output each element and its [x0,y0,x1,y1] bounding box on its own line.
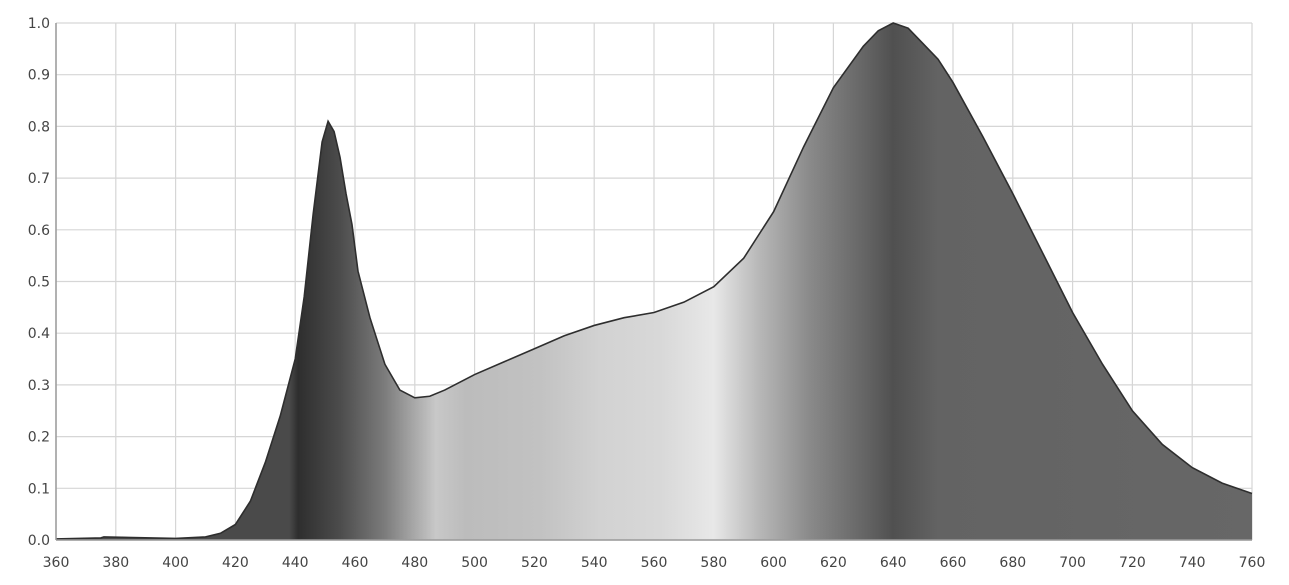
x-tick-label: 440 [282,555,309,571]
x-tick-label: 500 [461,555,488,571]
y-tick-label: 0.9 [28,68,50,84]
x-tick-label: 620 [820,555,847,571]
y-tick-label: 0.1 [28,481,50,497]
spectrum-area-layer [55,22,1253,540]
y-tick-label: 0.7 [28,171,50,187]
x-tick-label: 480 [401,555,428,571]
y-tick-label: 0.2 [28,430,50,446]
axes [55,23,1252,541]
x-tick-label: 460 [342,555,369,571]
x-tick-label: 380 [102,555,129,571]
x-tick-label: 580 [700,555,727,571]
x-tick-label: 560 [641,555,668,571]
y-tick-label: 0.0 [28,533,50,549]
y-tick-label: 0.4 [28,326,50,342]
x-tick-label: 760 [1239,555,1266,571]
x-axis-tick-labels: 360 380 400 420 440 460 480 500 520 540 560 580 600 6… [43,555,1266,571]
y-tick-label: 0.8 [28,119,50,135]
x-tick-label: 680 [999,555,1026,571]
x-tick-label: 540 [581,555,608,571]
x-tick-label: 740 [1179,555,1206,571]
y-tick-label: 0.3 [28,378,50,394]
x-tick-label: 600 [760,555,787,571]
x-tick-label: 660 [940,555,967,571]
x-tick-label: 400 [162,555,189,571]
x-tick-label: 720 [1119,555,1146,571]
x-tick-label: 420 [222,555,249,571]
y-tick-label: 0.6 [28,223,50,239]
x-tick-label: 360 [43,555,70,571]
x-tick-label: 640 [880,555,907,571]
spectrum-line [55,22,1253,540]
y-tick-label: 1.0 [28,16,50,32]
x-tick-label: 520 [521,555,548,571]
spectrum-area [56,23,1252,540]
x-tick-label: 700 [1059,555,1086,571]
y-axis-tick-labels: 0.0 0.1 0.2 0.3 0.4 0.5 0.6 0.7 0.8 0.9 1.0 [28,16,50,549]
y-tick-label: 0.5 [28,275,50,291]
